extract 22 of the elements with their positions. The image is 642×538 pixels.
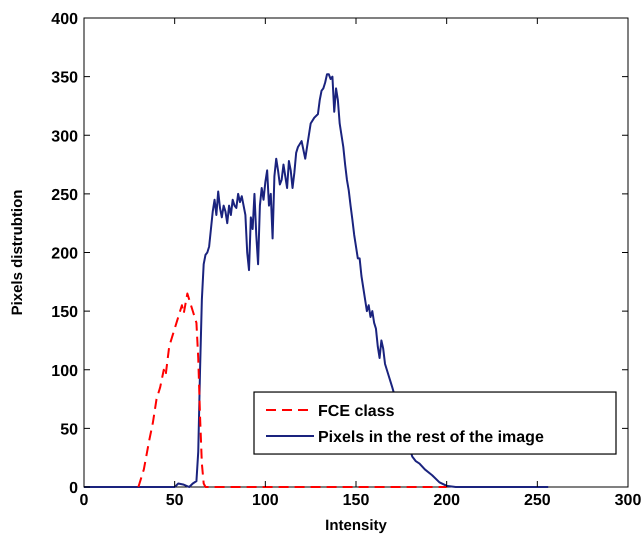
y-tick-label: 400 (51, 11, 78, 28)
x-tick-label: 250 (524, 492, 551, 509)
x-tick-label: 300 (614, 492, 642, 509)
y-tick-label: 200 (51, 246, 78, 262)
x-tick-label: 0 (80, 492, 89, 509)
x-tick-label: 100 (252, 492, 279, 509)
y-tick-label: 250 (51, 186, 78, 204)
line-series (137, 292, 448, 488)
y-tick-label: 100 (51, 362, 78, 380)
y-tick-label: 0 (69, 480, 78, 497)
x-tick-label: 150 (342, 492, 370, 509)
y-tick-label: 350 (51, 70, 78, 87)
x-tick-label: 200 (433, 492, 460, 509)
y-axis-title: Pixels distrubtion (9, 190, 26, 316)
legend-label: FCE class (318, 403, 395, 420)
x-axis-title: Intensity (325, 517, 388, 534)
x-tick-label: 50 (166, 492, 184, 509)
y-tick-label: 300 (51, 128, 78, 146)
legend-label: Pixels in the rest of the image (318, 429, 544, 446)
y-tick-label: 50 (60, 421, 78, 438)
line-series (83, 73, 550, 488)
y-tick-label: 150 (51, 304, 78, 322)
